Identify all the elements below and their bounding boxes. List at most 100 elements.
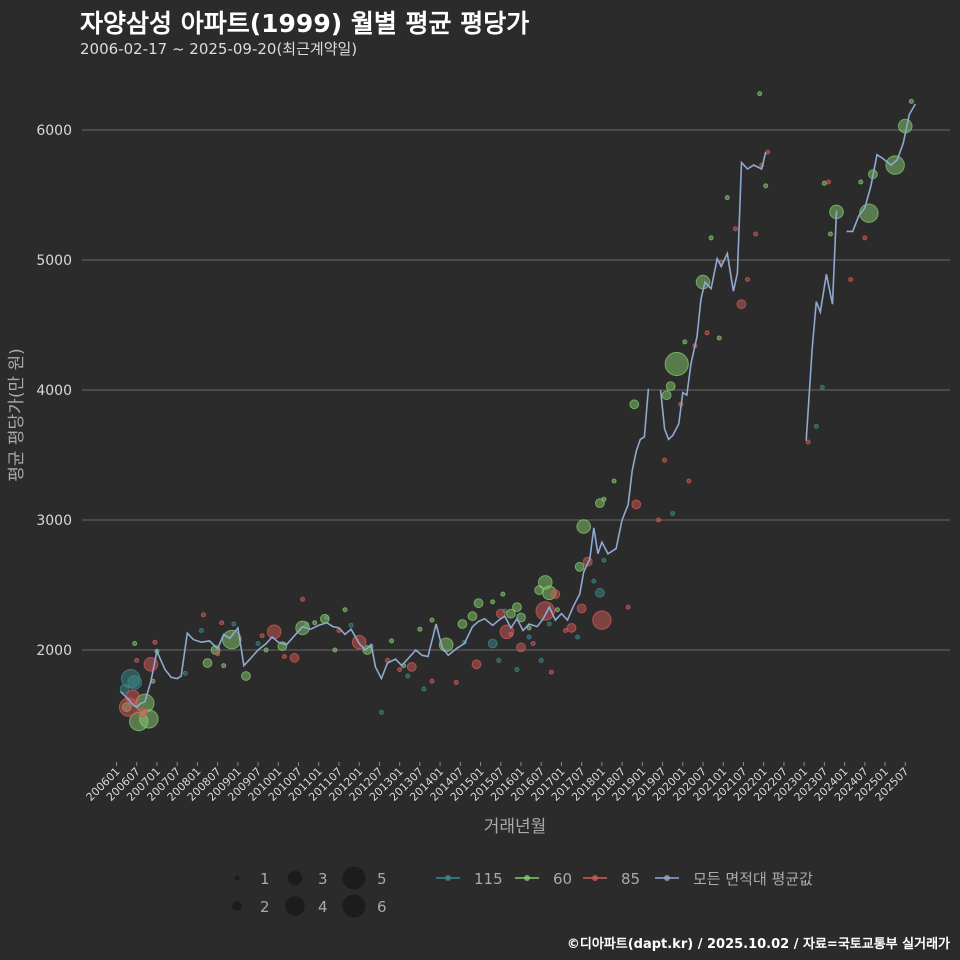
data-point-60 [132,641,138,646]
data-point-115 [575,634,581,640]
data-point-115 [819,384,825,390]
average-line-segment [805,210,838,441]
data-point-60 [505,608,516,619]
data-point-60 [500,591,506,597]
series-legend-label: 115 [474,870,503,888]
data-point-60 [467,611,478,622]
data-point-85 [134,657,140,663]
data-point-60 [885,155,905,175]
size-legend-label: 6 [377,898,387,916]
data-point-85 [300,596,306,602]
data-point-85 [152,639,158,645]
data-point-60 [827,231,833,237]
y-tick-label: 4000 [36,383,72,399]
data-point-85 [215,651,221,657]
data-point-60 [490,599,496,605]
data-point-115 [182,670,188,676]
data-point-85 [535,601,555,621]
size-legend-label: 2 [260,898,270,916]
data-point-85 [625,604,631,610]
data-point-115 [487,638,498,649]
data-point-85 [397,667,403,672]
size-legend-key [287,870,303,886]
data-point-60 [312,620,318,626]
data-point-85 [259,633,265,639]
data-point-115 [591,578,597,584]
series-legend-label: 85 [621,870,640,888]
data-point-85 [704,330,710,336]
data-point-60 [473,598,484,609]
data-point-85 [753,231,759,237]
data-point-60 [594,498,605,509]
data-point-115 [601,557,607,563]
data-point-85 [471,659,482,670]
data-point-85 [631,499,642,510]
data-point-85 [289,652,300,663]
data-point-60 [221,663,227,669]
data-point-60 [516,612,526,623]
data-point-60 [601,496,607,502]
chart-title: 자양삼성 아파트(1999) 월별 평균 평당가 [80,9,530,38]
data-point-60 [708,235,714,241]
data-point-115 [198,628,204,633]
data-point-85 [281,654,287,659]
size-legend-label: 3 [318,870,328,888]
data-point-115 [514,667,520,672]
data-point-85 [453,680,459,685]
data-point-60 [319,613,330,624]
data-point-115 [496,657,502,663]
series-legend-dot [664,875,670,881]
data-point-85 [137,707,148,718]
data-point-60 [629,399,640,410]
series-legend-dot [592,875,598,881]
data-point-85 [508,631,514,637]
data-point-60 [664,351,689,377]
y-tick-label: 2000 [36,643,72,659]
data-point-60 [202,658,213,668]
data-point-60 [457,619,468,629]
series-legend-dot [524,875,530,881]
data-point-85 [848,277,854,282]
data-point-60 [241,671,251,681]
data-point-115 [127,675,143,690]
data-point-85 [219,620,225,626]
data-point-85 [592,610,612,630]
data-point-85 [125,689,140,705]
y-tick-label: 6000 [36,123,72,139]
data-point-60 [222,629,242,650]
source-caption: ©디아파트(dapt.kr) / 2025.10.02 / 자료=국토교통부 실… [566,937,950,952]
data-point-60 [908,98,914,104]
data-point-60 [263,647,269,653]
data-point-85 [530,641,536,646]
average-line-segment [119,388,650,709]
size-legend-label: 1 [260,870,270,888]
data-point-60 [526,625,532,631]
y-axis-title: 평균 평당가(만 원) [7,348,27,482]
size-legend-label: 4 [318,898,328,916]
data-point-60 [417,626,423,632]
data-point-115 [538,657,544,663]
data-point-85 [548,669,554,675]
data-point-60 [716,335,722,341]
data-point-60 [665,381,676,392]
data-point-115 [255,641,261,646]
data-point-85 [200,612,206,618]
data-point-60 [763,183,769,189]
data-point-60 [611,478,617,484]
data-point-115 [526,634,532,640]
size-legend-key [232,901,242,911]
size-legend-key [342,894,366,918]
data-point-85 [576,603,587,614]
data-point-115 [546,621,552,627]
data-point-115 [670,511,676,516]
data-point-85 [736,299,747,310]
data-point-85 [745,277,751,282]
data-point-115 [348,622,354,628]
series-legend-label: 60 [553,870,572,888]
data-point-60 [695,274,711,290]
size-legend-label: 5 [377,870,387,888]
size-legend-key [342,866,366,890]
data-point-60 [332,647,338,653]
size-legend-key [285,896,305,916]
